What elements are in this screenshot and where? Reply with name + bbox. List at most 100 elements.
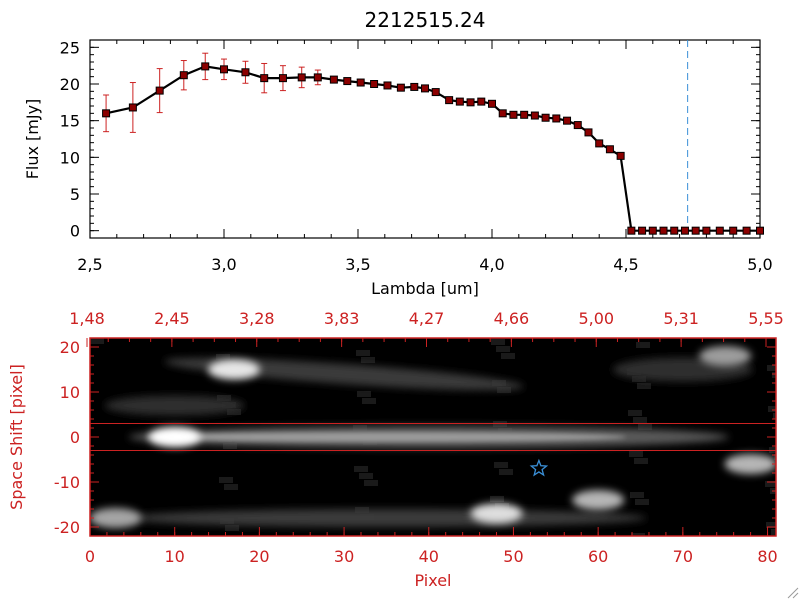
noise-block bbox=[364, 480, 378, 486]
image-top-tick-label: 5,31 bbox=[663, 309, 699, 328]
image-y-axis-label: Space Shift [pixel] bbox=[7, 364, 26, 510]
noise-block bbox=[636, 342, 650, 348]
noise-block bbox=[773, 413, 776, 419]
data-point bbox=[241, 68, 250, 77]
data-point bbox=[509, 110, 518, 119]
data-point bbox=[530, 111, 539, 120]
image-x-tick-label: 50 bbox=[503, 547, 523, 566]
image-x-tick-label: 60 bbox=[588, 547, 608, 566]
data-point bbox=[179, 71, 188, 80]
image-blob bbox=[90, 508, 142, 528]
noise-block bbox=[771, 529, 776, 535]
image-y-tick-label: 20 bbox=[60, 338, 80, 357]
data-point bbox=[680, 226, 689, 235]
image-top-tick-label: 5,55 bbox=[748, 309, 784, 328]
spectrum-y-tick-label: 0 bbox=[70, 222, 80, 241]
noise-block bbox=[359, 473, 373, 479]
noise-block bbox=[628, 410, 642, 416]
image-top-tick-label: 5,00 bbox=[578, 309, 614, 328]
chart-title: 2212515.24 bbox=[365, 8, 486, 32]
image-blob bbox=[724, 454, 776, 474]
noise-block bbox=[772, 372, 776, 378]
image-x-tick-label: 80 bbox=[757, 547, 777, 566]
image-x-tick-label: 0 bbox=[85, 547, 95, 566]
spectrum-y-tick-label: 20 bbox=[60, 75, 80, 94]
image-y-tick-label: 0 bbox=[70, 428, 80, 447]
spectrum-y-tick-label: 5 bbox=[70, 185, 80, 204]
image-x-tick-label: 20 bbox=[249, 547, 269, 566]
spectrum-y-axis-label: Flux [mJy] bbox=[23, 99, 42, 180]
data-point bbox=[329, 75, 338, 84]
spectrum-x-axis-label: Lambda [um] bbox=[371, 279, 479, 298]
noise-block bbox=[354, 466, 368, 472]
noise-block bbox=[499, 469, 513, 475]
resize-grip-icon[interactable] bbox=[787, 587, 799, 599]
data-point bbox=[278, 74, 287, 83]
spectrum-ticks bbox=[89, 40, 761, 238]
image-x-tick-label: 40 bbox=[419, 547, 439, 566]
noise-block bbox=[224, 484, 238, 490]
data-point bbox=[102, 109, 111, 118]
data-point bbox=[691, 226, 700, 235]
image-top-tick-label: 4,66 bbox=[494, 309, 530, 328]
data-point bbox=[370, 80, 379, 88]
spectrum-x-tick-label: 2,5 bbox=[77, 255, 102, 274]
image-y-tick-label: 10 bbox=[60, 383, 80, 402]
data-point bbox=[356, 78, 365, 87]
data-point bbox=[595, 139, 604, 148]
spectrum-x-tick-labels: 2,5 3,0 3,5 4,0 4,5 5,0 bbox=[77, 255, 772, 274]
spectrum-data-points bbox=[102, 62, 764, 235]
data-point bbox=[627, 226, 636, 235]
image-top-tick-label: 3,28 bbox=[239, 309, 275, 328]
noise-block bbox=[501, 353, 515, 359]
data-point bbox=[729, 226, 738, 235]
lower-streak bbox=[126, 509, 647, 527]
noise-block bbox=[496, 346, 510, 352]
data-point bbox=[313, 73, 322, 82]
noise-block bbox=[767, 365, 776, 371]
noise-block bbox=[635, 499, 649, 505]
data-point bbox=[573, 121, 582, 130]
noise-block bbox=[223, 443, 237, 449]
data-point bbox=[702, 226, 711, 235]
spectrum-x-tick-label: 5,0 bbox=[747, 255, 772, 274]
noise-block bbox=[631, 533, 645, 536]
data-point bbox=[477, 97, 486, 106]
spectrum-y-tick-label: 25 bbox=[60, 38, 80, 57]
spectrum-x-tick-label: 3,5 bbox=[345, 255, 370, 274]
image-x-tick-labels: 0 10 20 30 40 50 60 70 80 bbox=[85, 547, 778, 566]
data-point bbox=[343, 77, 352, 86]
noise-block bbox=[766, 522, 776, 528]
data-point bbox=[648, 226, 657, 235]
data-point bbox=[396, 83, 405, 92]
data-point bbox=[445, 96, 454, 105]
spectrum-x-tick-label: 3,0 bbox=[211, 255, 236, 274]
noise-block bbox=[491, 339, 505, 345]
data-point bbox=[756, 226, 764, 235]
spectrum-y-tick-label: 10 bbox=[60, 148, 80, 167]
data-point bbox=[201, 62, 210, 71]
image-panel: 0 10 20 30 40 50 60 70 80 -20 -10 0 10 20 1,48 2,45 3,… bbox=[7, 309, 784, 590]
image-top-tick-labels: 1,48 2,45 3,28 3,83 4,27 4,66 5,00 5,31 5,55 bbox=[69, 309, 784, 328]
spectrum-error-bars bbox=[103, 52, 321, 133]
data-point bbox=[466, 98, 475, 107]
noise-block bbox=[90, 338, 104, 344]
trace-core bbox=[146, 432, 627, 442]
noise-block bbox=[361, 357, 375, 363]
image-blob bbox=[699, 346, 752, 366]
noise-block bbox=[774, 454, 776, 460]
data-point bbox=[488, 99, 496, 108]
noise-block bbox=[494, 462, 508, 468]
noise-block bbox=[216, 354, 230, 360]
image-top-tick-label: 1,48 bbox=[69, 309, 105, 328]
spectrum-x-tick-label: 4,0 bbox=[479, 255, 504, 274]
image-x-tick-label: 10 bbox=[165, 547, 185, 566]
data-point bbox=[383, 81, 392, 90]
noise-block bbox=[357, 391, 371, 397]
data-point bbox=[260, 74, 269, 83]
noise-block bbox=[356, 350, 370, 356]
image-blob bbox=[572, 490, 625, 510]
data-point bbox=[715, 226, 724, 235]
data-point bbox=[605, 145, 614, 154]
spectrum-plot-frame bbox=[89, 39, 761, 239]
